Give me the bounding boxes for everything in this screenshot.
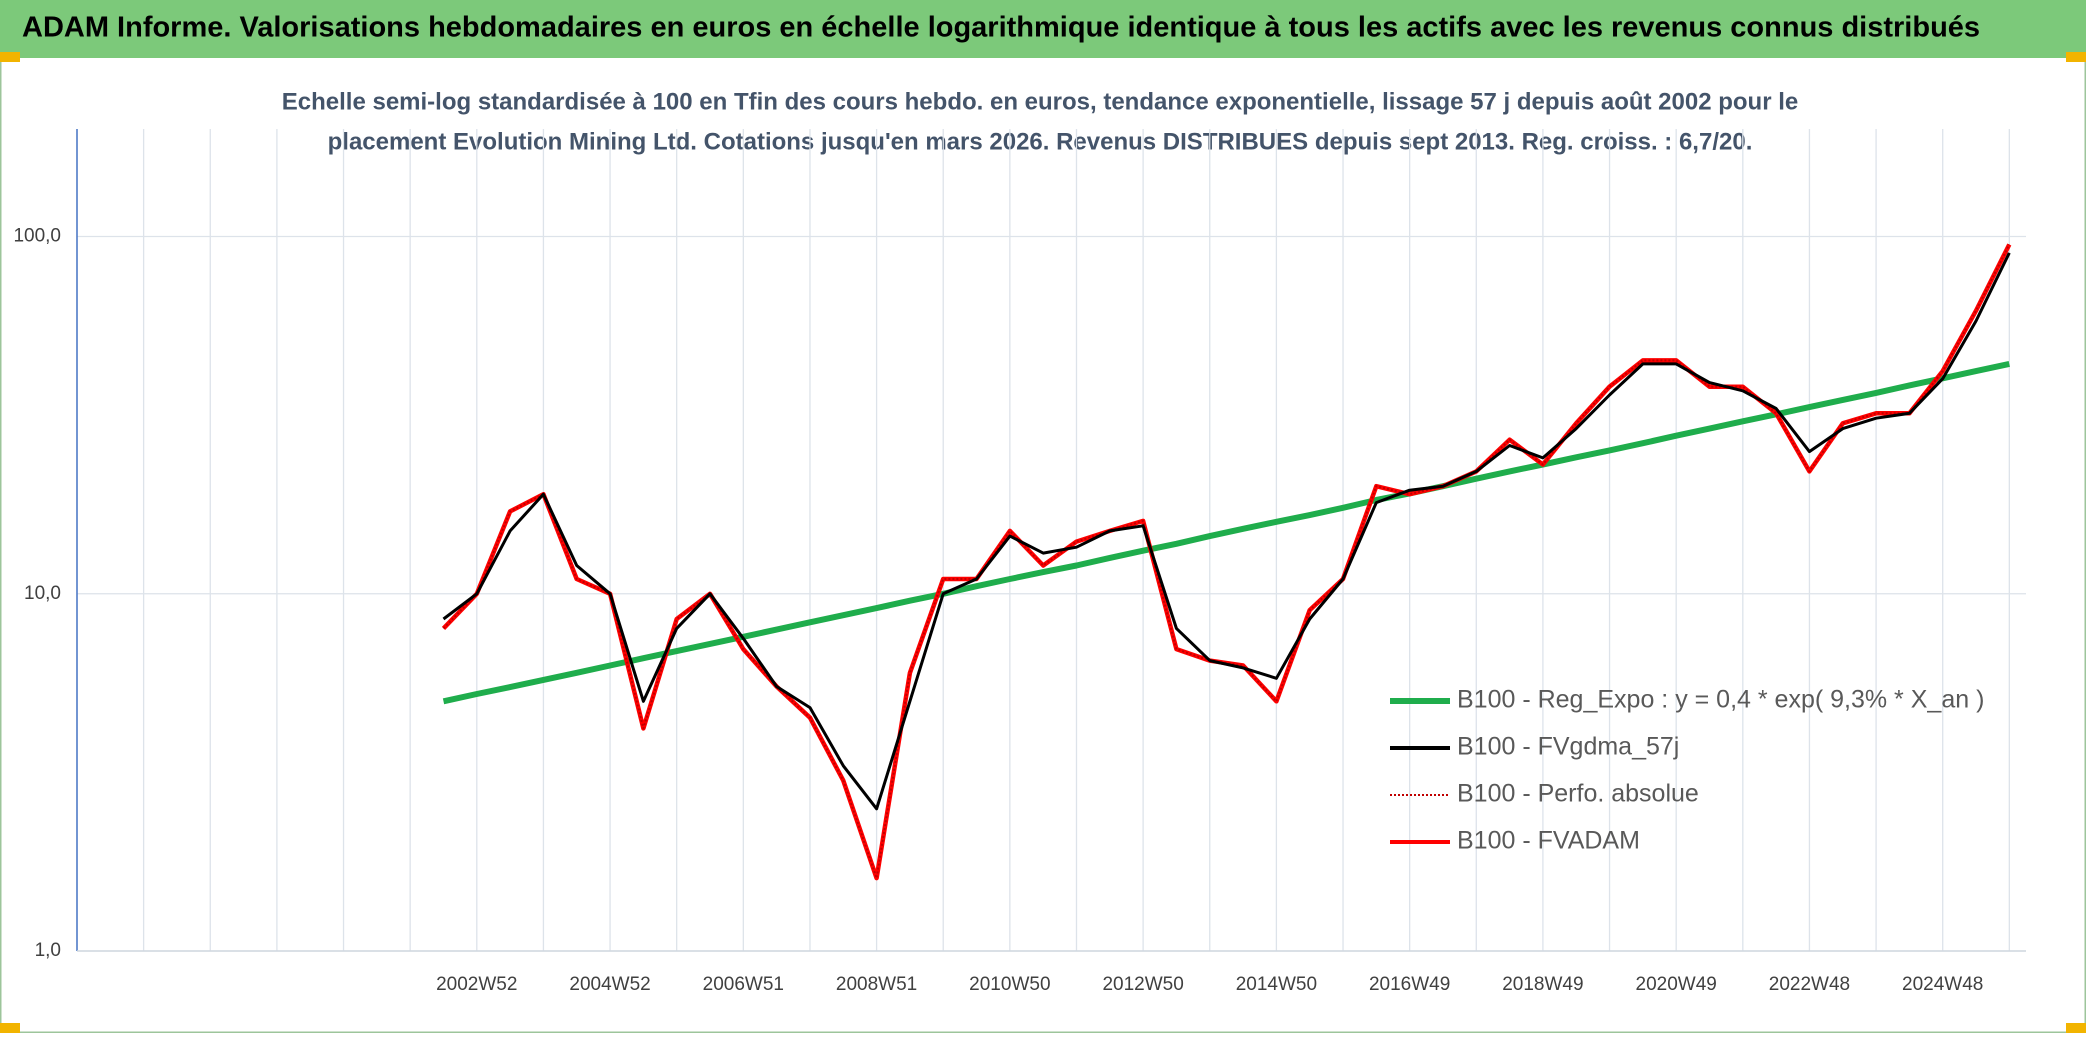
legend-label: B100 - FVADAM: [1457, 827, 1640, 855]
x-tick-label: 2008W51: [836, 974, 917, 995]
chart-subtitle: Echelle semi-log standardisée à 100 en T…: [282, 88, 1799, 115]
x-tick-label: 2022W48: [1769, 974, 1850, 995]
x-tick-label: 2010W50: [969, 974, 1050, 995]
title-bar: [0, 0, 2086, 58]
x-tick-label: 2016W49: [1369, 974, 1450, 995]
chart-subtitle: placement Evolution Mining Ltd. Cotation…: [328, 128, 1753, 155]
x-tick-label: 2020W49: [1636, 974, 1717, 995]
corner-mark: [2066, 1023, 2086, 1033]
legend-label: B100 - Reg_Expo : y = 0,4 * exp( 9,3% * …: [1457, 686, 1984, 714]
legend-label: B100 - FVgdma_57j: [1457, 733, 1679, 761]
series-line: [442, 252, 2011, 811]
x-tick-label: 2014W50: [1236, 974, 1317, 995]
corner-mark: [2066, 52, 2086, 62]
y-tick-label: 1,0: [35, 940, 61, 961]
x-tick-label: 2006W51: [703, 974, 784, 995]
x-tick-label: 2002W52: [436, 974, 517, 995]
legend: B100 - Reg_Expo : y = 0,4 * exp( 9,3% * …: [1390, 686, 1984, 855]
chart-title: ADAM Informe. Valorisations hebdomadaire…: [22, 12, 1980, 44]
series-line: [442, 360, 2010, 705]
corner-mark: [0, 52, 20, 62]
x-tick-label: 2012W50: [1102, 974, 1183, 995]
corner-mark: [0, 1023, 20, 1033]
legend-label: B100 - Perfo. absolue: [1457, 780, 1699, 808]
y-tick-label: 10,0: [24, 583, 61, 604]
x-tick-label: 2004W52: [569, 974, 650, 995]
plot-area: [441, 243, 2012, 881]
y-tick-label: 100,0: [13, 226, 61, 247]
grid: 1,0 10,0 100,0 2002W52 2004W52 2006W51 2008W51…: [13, 129, 2026, 995]
x-tick-label: 2018W49: [1502, 974, 1583, 995]
x-tick-label: 2024W48: [1902, 974, 1983, 995]
